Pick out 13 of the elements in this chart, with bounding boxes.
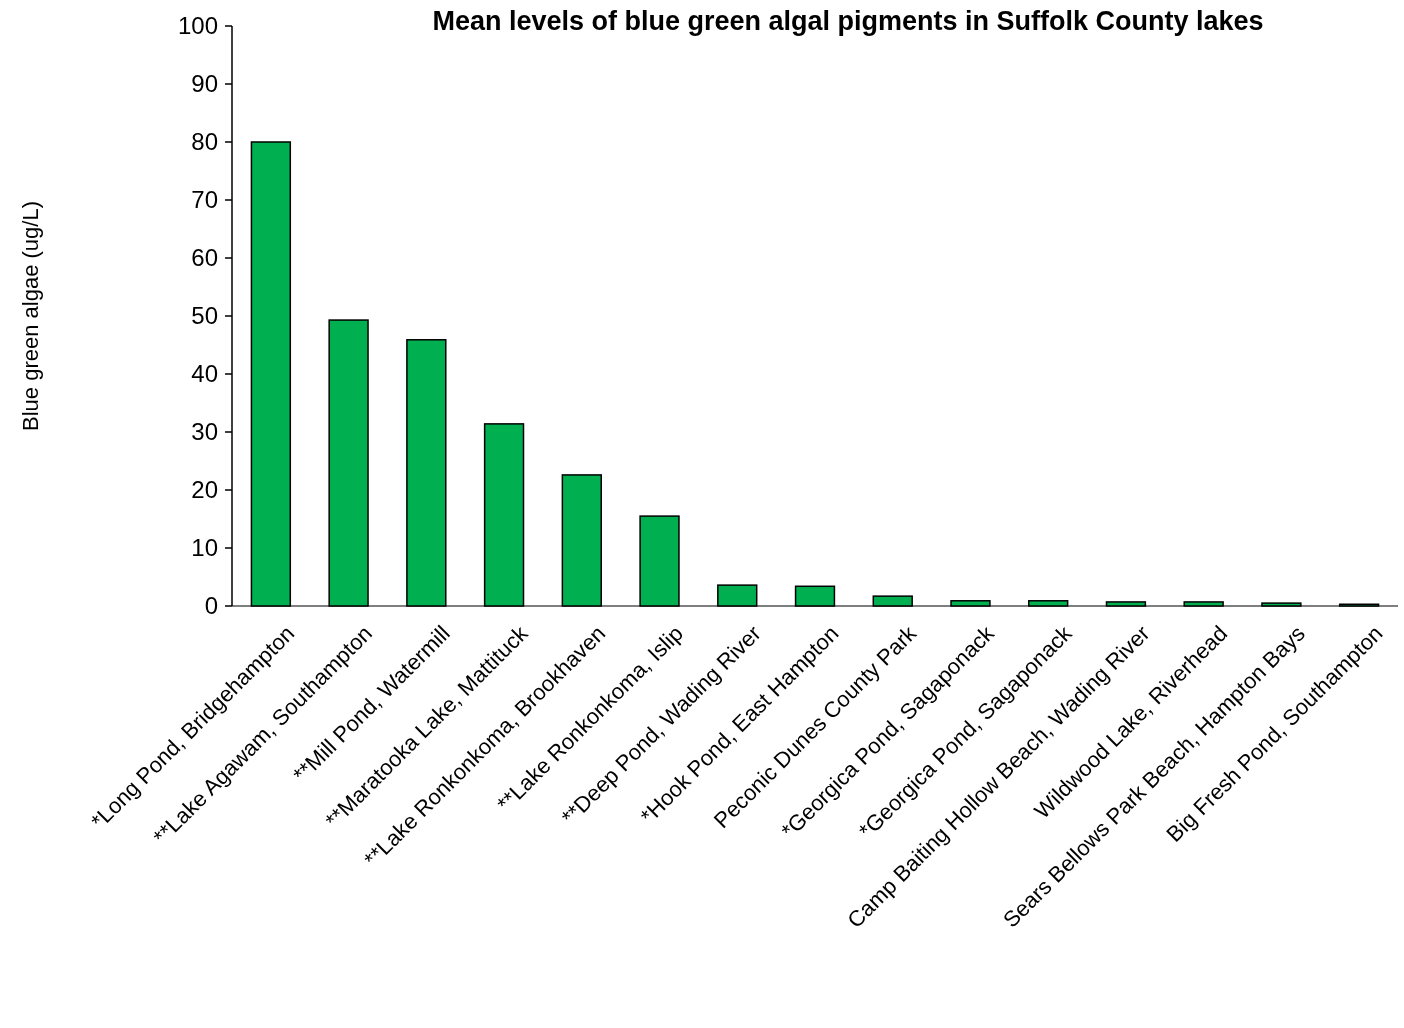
y-tick-label: 60 [191,244,218,272]
y-tick-label: 10 [191,534,218,562]
y-tick-label: 40 [191,360,218,388]
y-tick-label: 50 [191,302,218,330]
y-tick-label: 20 [191,476,218,504]
y-axis-title: Blue green algae (ug/L) [18,201,43,431]
y-tick-label: 90 [191,70,218,98]
y-tick-label: 100 [177,12,218,40]
y-tick-label: 0 [204,592,218,620]
y-tick-label: 80 [191,128,218,156]
chart-title: Mean levels of blue green algal pigments in Suffolk County lakes [432,6,1264,36]
y-tick-label: 30 [191,418,218,446]
y-tick-label: 70 [191,186,218,214]
